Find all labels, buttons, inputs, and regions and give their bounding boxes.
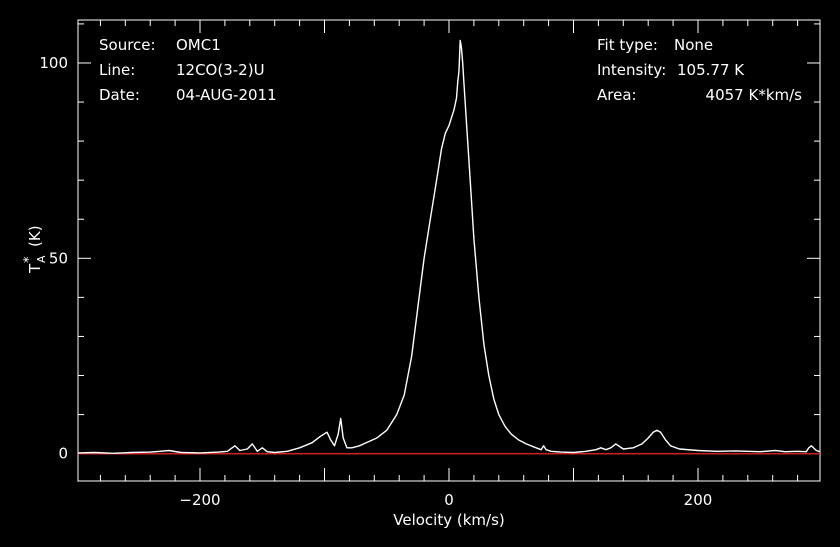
y-axis-label: T A * (K) (22, 225, 48, 274)
intensity-value: 105.77 K (677, 61, 745, 79)
y-axis-label-superscript: * (22, 256, 37, 263)
x-tick-label: −200 (179, 491, 220, 509)
x-tick-label: 0 (444, 491, 454, 509)
fit-type-label: Fit type: (597, 36, 658, 54)
y-axis-label-main: T (26, 263, 44, 274)
line-label: Line: (99, 61, 135, 79)
y-axis-label-subscript: A (35, 255, 48, 263)
area-label: Area: (597, 86, 637, 104)
axis-tick-labels: −200 0 200 0 50 100 (39, 54, 712, 509)
intensity-label: Intensity: (597, 61, 666, 79)
source-label: Source: (99, 36, 156, 54)
y-tick-label: 100 (39, 54, 68, 72)
y-axis-label-unit: (K) (26, 225, 44, 247)
source-value: OMC1 (176, 36, 221, 54)
area-value: 4057 K*km/s (706, 86, 803, 104)
date-label: Date: (99, 86, 140, 104)
y-tick-label: 50 (49, 249, 68, 267)
spectrum-series-line (77, 39, 821, 454)
x-tick-label: 200 (684, 491, 713, 509)
date-value: 04-AUG-2011 (176, 86, 277, 104)
line-value: 12CO(3-2)U (176, 61, 265, 79)
y-tick-label: 0 (58, 445, 68, 463)
x-axis-label: Velocity (km/s) (393, 511, 504, 529)
fit-type-value: None (674, 36, 713, 54)
